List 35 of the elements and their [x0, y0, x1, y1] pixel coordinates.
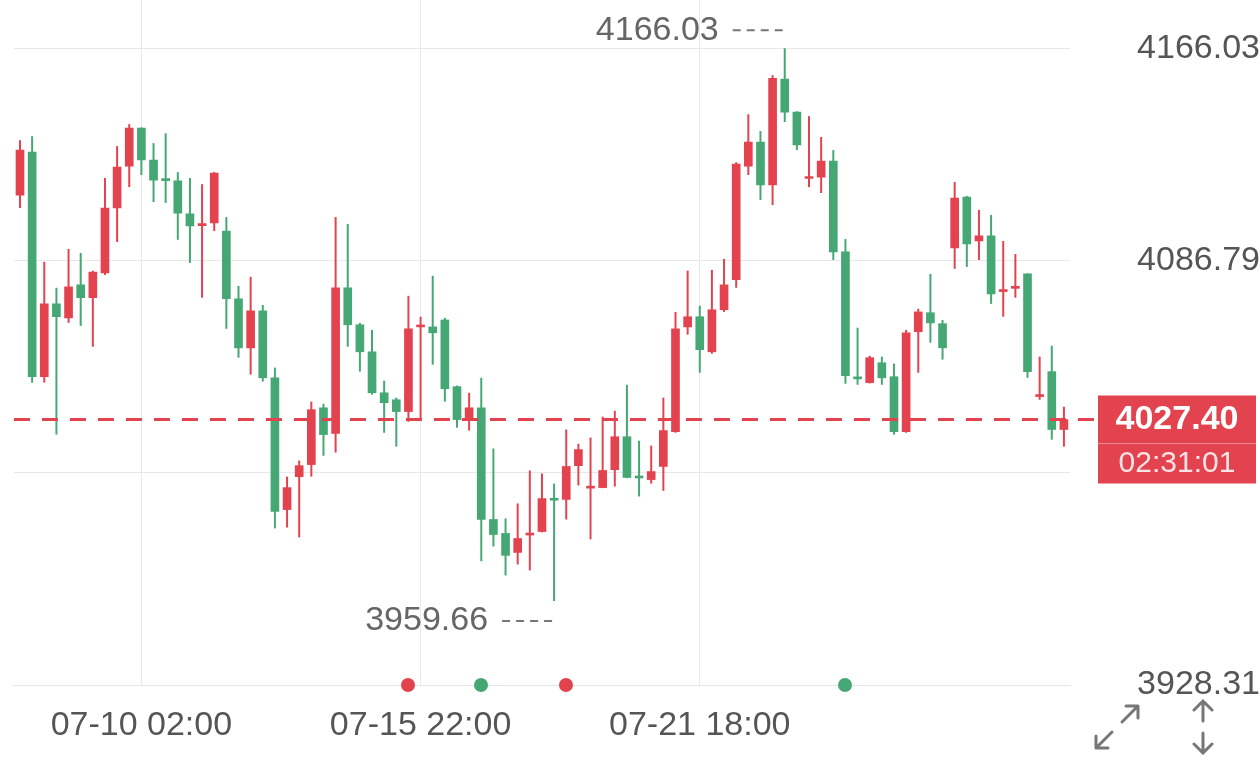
candlestick	[501, 517, 510, 577]
candlestick	[489, 447, 498, 548]
candlestick	[52, 286, 61, 436]
candlestick	[1035, 355, 1044, 401]
candlestick	[913, 307, 923, 374]
text: 02:31:01	[1118, 444, 1236, 478]
x-tick-label: 07-21 18:00	[609, 703, 791, 742]
candlestick	[379, 379, 389, 434]
candlestick	[391, 396, 401, 448]
candlestick	[998, 239, 1008, 318]
annotation: 3959.66	[365, 599, 489, 638]
x-tick-label: 07-15 22:00	[329, 703, 512, 742]
x-tick-label: 07-10 02:00	[50, 703, 233, 742]
y-tick-label: 4166.03	[1137, 26, 1260, 65]
candlestick	[149, 142, 158, 204]
candlestick	[816, 136, 826, 194]
candlestick	[804, 115, 814, 189]
candlestick	[428, 274, 438, 366]
candlestick	[197, 183, 207, 299]
ref-line-label: 4027.40	[1115, 397, 1239, 436]
candlestick	[282, 475, 292, 529]
candlestick	[76, 251, 86, 327]
candlestick	[549, 482, 559, 603]
candlestick	[646, 444, 656, 485]
candlestick	[161, 132, 170, 204]
candlestick	[1011, 253, 1020, 299]
candlestick	[574, 442, 583, 487]
candlestick	[513, 502, 523, 566]
candlestick	[926, 272, 935, 344]
candlestick	[877, 355, 887, 386]
annotation: 4166.03	[595, 8, 719, 47]
y-tick-label: 3928.31	[1137, 663, 1260, 702]
candlestick	[294, 459, 304, 539]
y-tick-label: 4086.79	[1137, 238, 1260, 277]
candlestick	[683, 269, 692, 336]
